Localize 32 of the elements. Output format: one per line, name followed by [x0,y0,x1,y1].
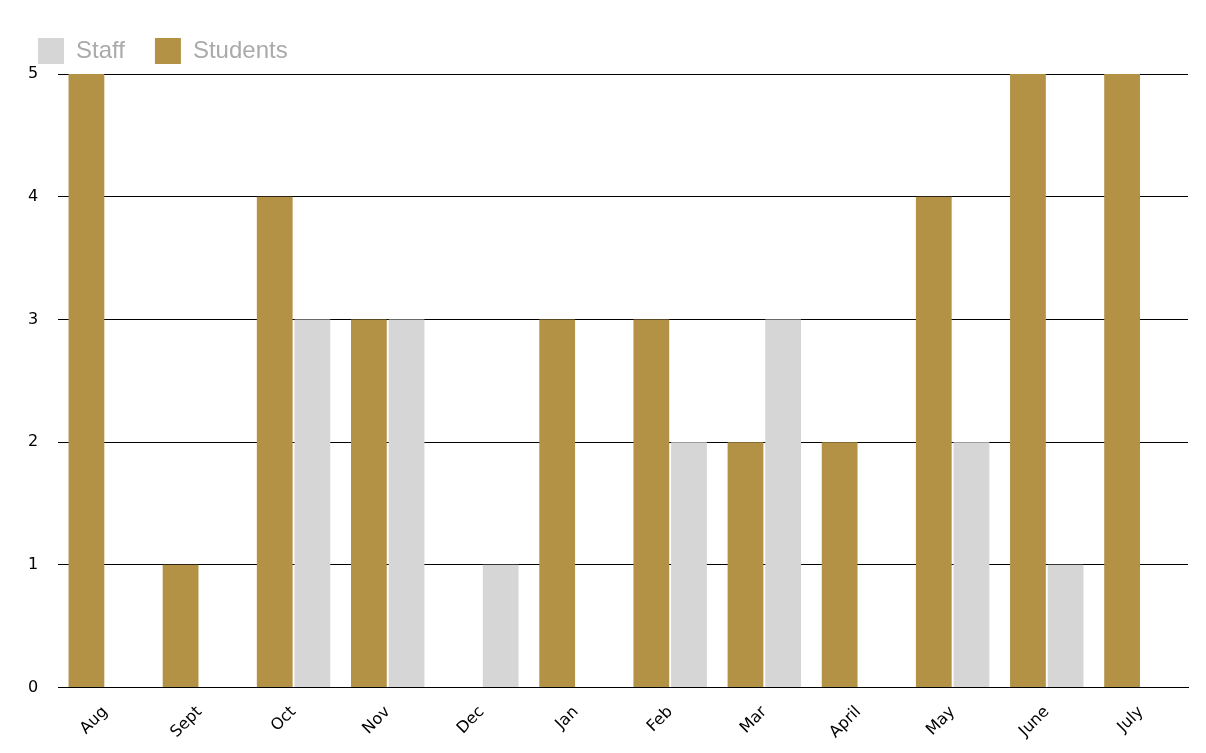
bar [350,319,387,688]
x-tick-label: Feb [642,701,676,736]
x-tick-label: Mar [735,701,771,737]
bar [633,319,670,688]
legend-label: Students [192,35,288,63]
x-tick-label: Jan [550,701,582,734]
bar [821,442,858,688]
bar [727,442,764,688]
bar [256,196,293,688]
bar [539,319,576,688]
y-tick-label: 0 [27,676,39,696]
legend-label: Staff [76,35,126,63]
bar [1104,74,1140,688]
bar [482,564,519,688]
x-tick-label: Oct [266,701,300,735]
y-tick-label: 4 [27,185,39,205]
bar [162,564,199,688]
y-tick-label: 2 [27,431,39,451]
y-tick-label: 5 [27,63,39,83]
bar [294,319,331,688]
y-tick-label: 1 [27,554,39,574]
bar [1010,74,1046,688]
x-tick-label: Nov [357,701,394,738]
bar [388,319,425,688]
bar [765,319,802,688]
bar [68,74,105,688]
y-tick-label: 3 [27,308,39,328]
bar [671,442,707,688]
bar [1047,564,1084,688]
bar [953,442,990,688]
bar [915,196,952,688]
x-tick-label: Dec [452,701,488,738]
